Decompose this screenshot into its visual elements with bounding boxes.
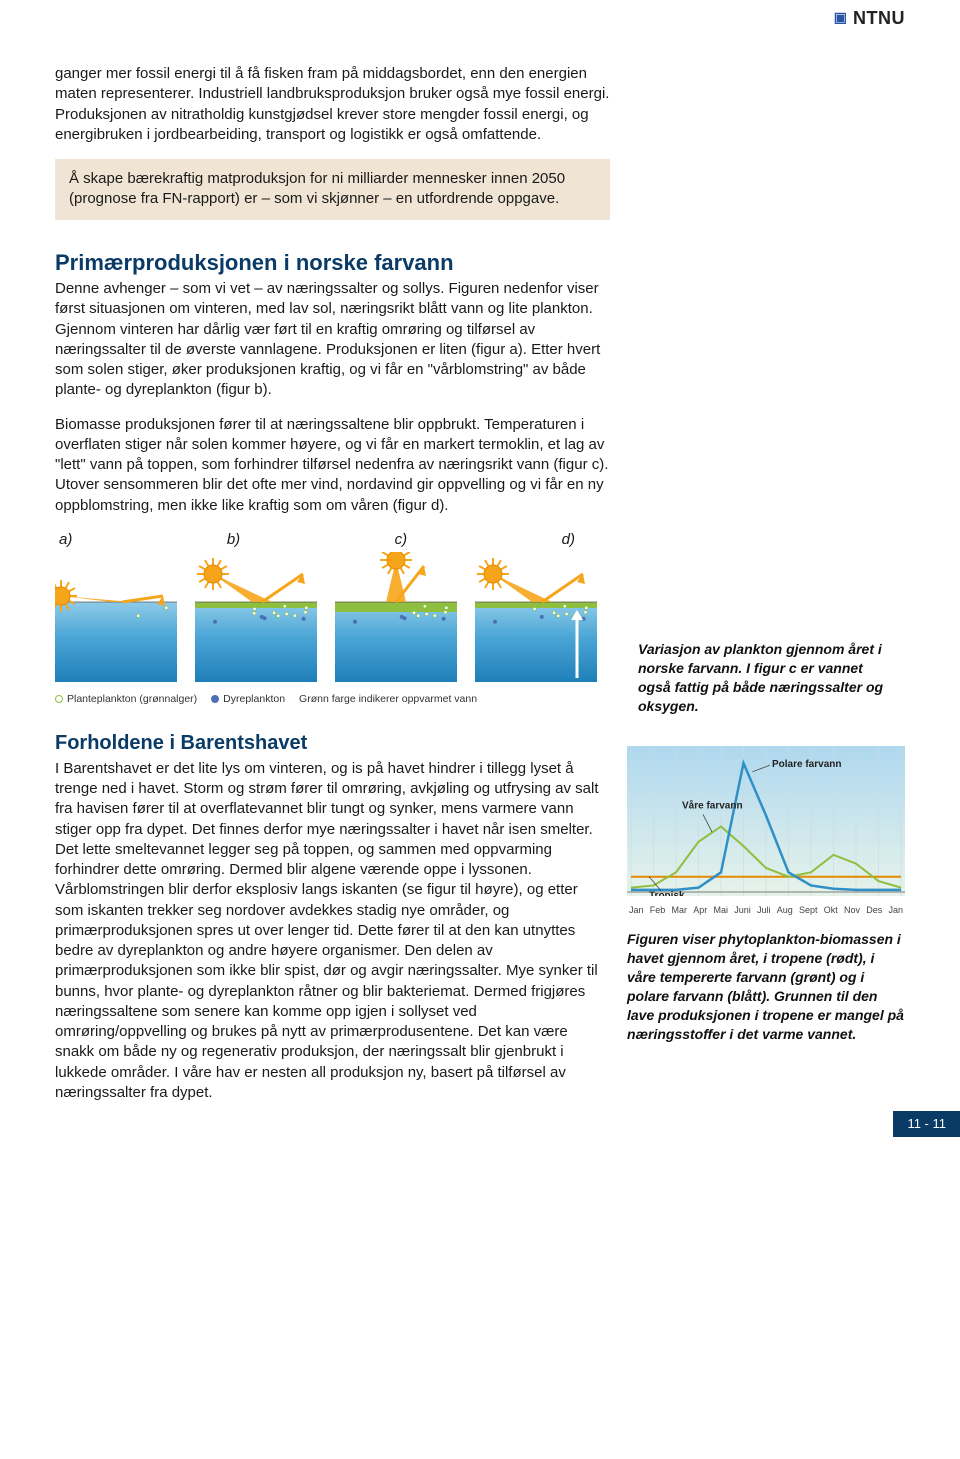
month-tick: Aug (777, 904, 793, 916)
panel-d (475, 552, 597, 682)
highlight-callout: Å skape bærekraftig matproduksjon for ni… (55, 159, 610, 220)
panels-legend: Planteplankton (grønnalger) Dyreplankton… (55, 692, 610, 706)
month-tick: Mai (713, 904, 728, 916)
panel-labels-row: a) b) c) d) (55, 530, 595, 550)
month-tick: Feb (650, 904, 666, 916)
side-caption-plankton: Variasjon av plankton gjennom året i nor… (638, 640, 888, 716)
month-tick: Sept (799, 904, 818, 916)
intro-paragraph: ganger mer fossil energi til å få fisken… (55, 64, 610, 145)
panel-c (335, 552, 457, 682)
month-tick: Jan (888, 904, 903, 916)
panel-label-a: a) (59, 530, 72, 550)
svg-text:Tropisk: Tropisk (649, 890, 685, 895)
months-axis: Jan Feb Mar Apr Mai Juni Juli Aug Sept Okt Nov Des J… (627, 902, 905, 916)
heading-primary-production: Primærproduksjonen i norske farvann (55, 248, 610, 278)
month-tick: Jan (629, 904, 644, 916)
panel-a (55, 552, 177, 682)
panel-label-c: c) (395, 530, 408, 550)
panel-label-d: d) (562, 530, 575, 550)
highlight-text: Å skape bærekraftig matproduksjon for ni… (69, 169, 596, 210)
panel-b (195, 552, 317, 682)
svg-text:Våre farvann: Våre farvann (682, 799, 743, 811)
month-tick: Okt (824, 904, 838, 916)
chart-caption: Figuren viser phytoplankton-biomassen i … (627, 930, 905, 1043)
month-tick: Juli (757, 904, 771, 916)
month-tick: Apr (693, 904, 707, 916)
month-tick: Nov (844, 904, 860, 916)
annual-plankton-chart: Tropisk Våre farvann Polare farvann Jan F… (627, 746, 905, 916)
section1-para1: Denne avhenger – som vi vet – av nærings… (55, 279, 610, 401)
ntnu-logo: ▣ NTNU (834, 6, 905, 30)
svg-text:Polare farvann: Polare farvann (772, 759, 841, 770)
section1-para2: Biomasse produksjonen fører til at nærin… (55, 415, 610, 516)
heading-barentshavet: Forholdene i Barentshavet (55, 730, 599, 757)
seasonal-panels-figure (55, 552, 610, 682)
section2-para1: I Barentshavet er det lite lys om vinter… (55, 759, 599, 1103)
panel-label-b: b) (227, 530, 240, 550)
month-tick: Mar (672, 904, 688, 916)
month-tick: Juni (734, 904, 751, 916)
month-tick: Des (866, 904, 882, 916)
page-number: 11 - 11 (893, 1111, 960, 1137)
